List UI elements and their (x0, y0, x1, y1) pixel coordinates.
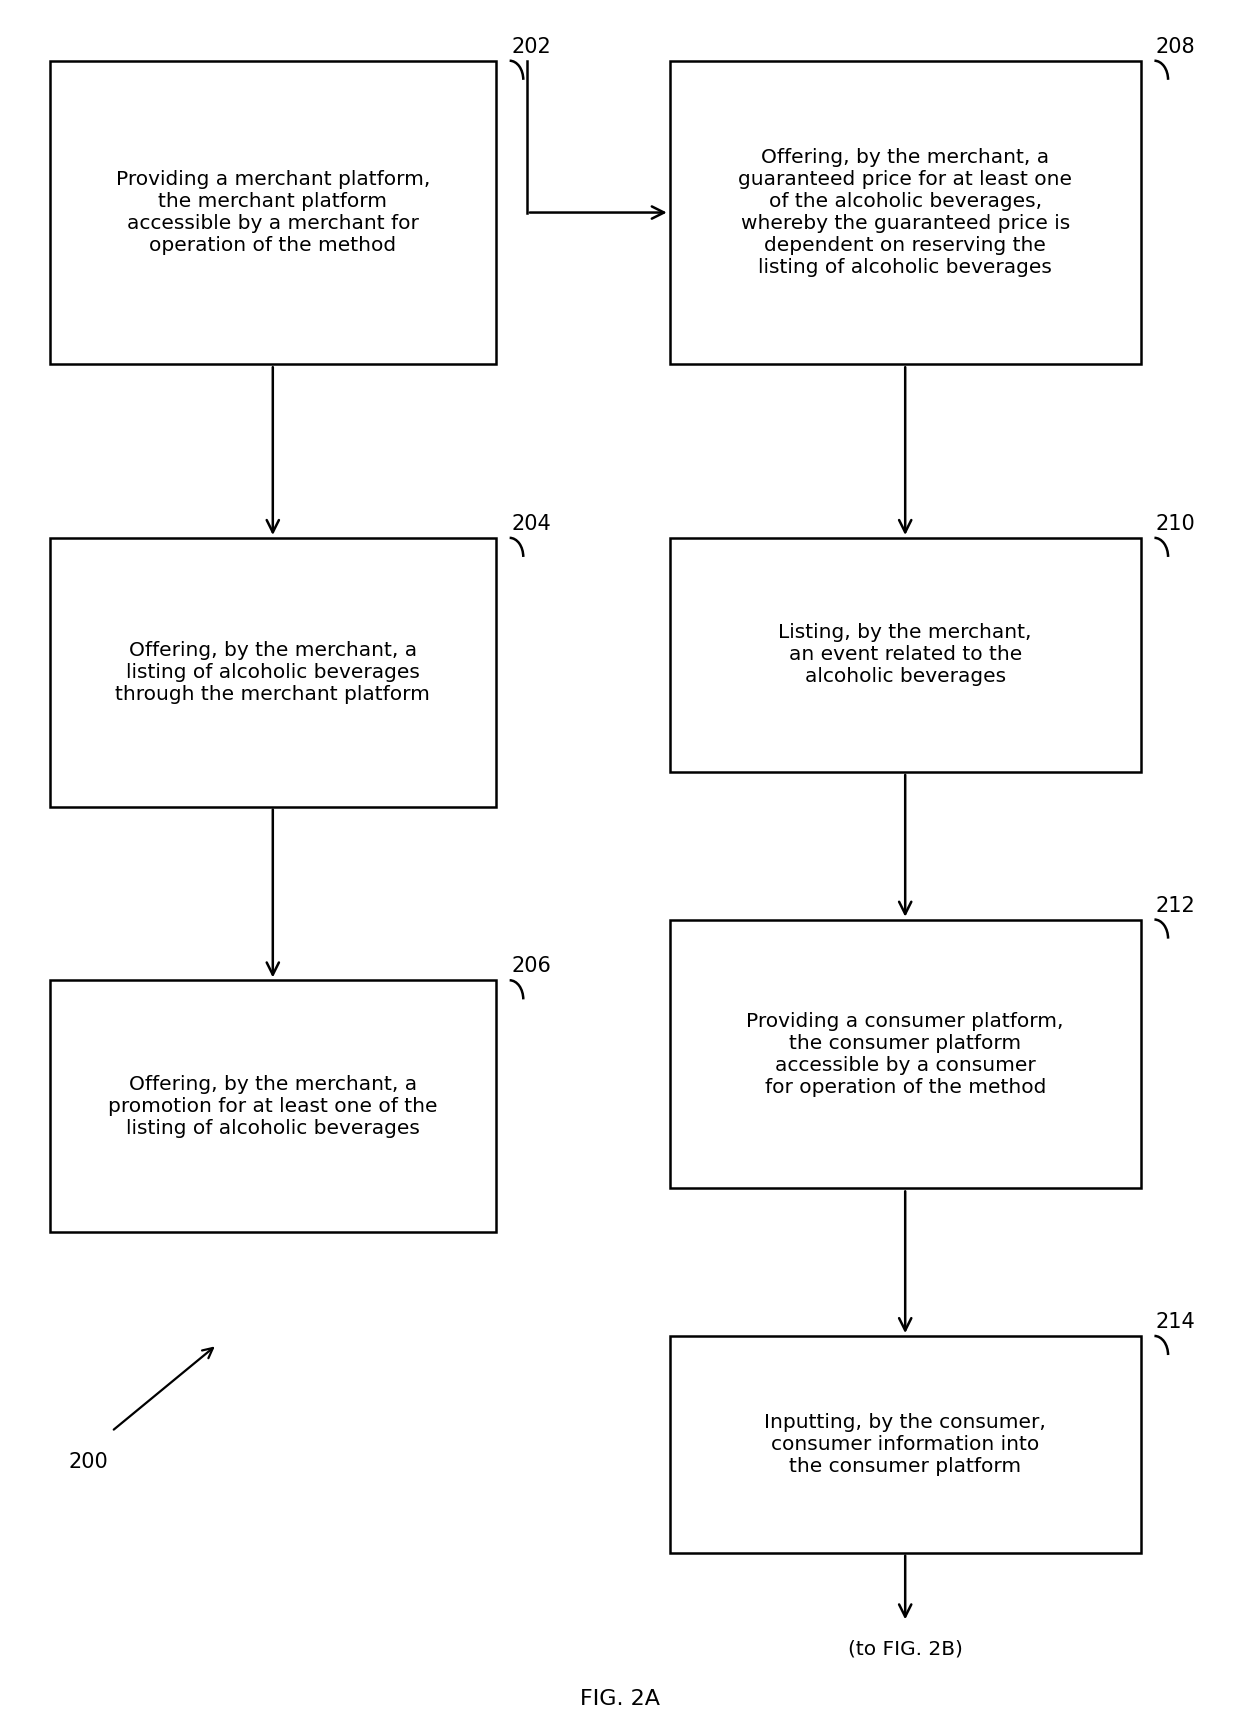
Bar (670, 538, 1141, 772)
Bar (50, 980, 496, 1232)
Text: 202: 202 (511, 36, 551, 57)
Text: Inputting, by the consumer,
consumer information into
the consumer platform: Inputting, by the consumer, consumer inf… (764, 1412, 1047, 1476)
Text: FIG. 2A: FIG. 2A (580, 1688, 660, 1709)
Text: 210: 210 (1156, 514, 1195, 534)
Bar (670, 1336, 1141, 1553)
Bar (670, 61, 1141, 364)
Text: 208: 208 (1156, 36, 1195, 57)
Text: Providing a consumer platform,
the consumer platform
accessible by a consumer
fo: Providing a consumer platform, the consu… (746, 1012, 1064, 1097)
Text: 214: 214 (1156, 1312, 1195, 1332)
Text: Providing a merchant platform,
the merchant platform
accessible by a merchant fo: Providing a merchant platform, the merch… (115, 170, 430, 255)
Text: (to FIG. 2B): (to FIG. 2B) (848, 1640, 962, 1659)
Text: Listing, by the merchant,
an event related to the
alcoholic beverages: Listing, by the merchant, an event relat… (779, 623, 1032, 687)
Bar (50, 61, 496, 364)
Text: Offering, by the merchant, a
guaranteed price for at least one
of the alcoholic : Offering, by the merchant, a guaranteed … (738, 147, 1073, 278)
Text: 200: 200 (68, 1452, 108, 1473)
Text: Offering, by the merchant, a
promotion for at least one of the
listing of alcoho: Offering, by the merchant, a promotion f… (108, 1074, 438, 1138)
Text: 212: 212 (1156, 895, 1195, 916)
Bar (670, 920, 1141, 1188)
Text: 204: 204 (511, 514, 551, 534)
Text: 206: 206 (511, 956, 551, 977)
Text: Offering, by the merchant, a
listing of alcoholic beverages
through the merchant: Offering, by the merchant, a listing of … (115, 640, 430, 704)
Bar (50, 538, 496, 807)
